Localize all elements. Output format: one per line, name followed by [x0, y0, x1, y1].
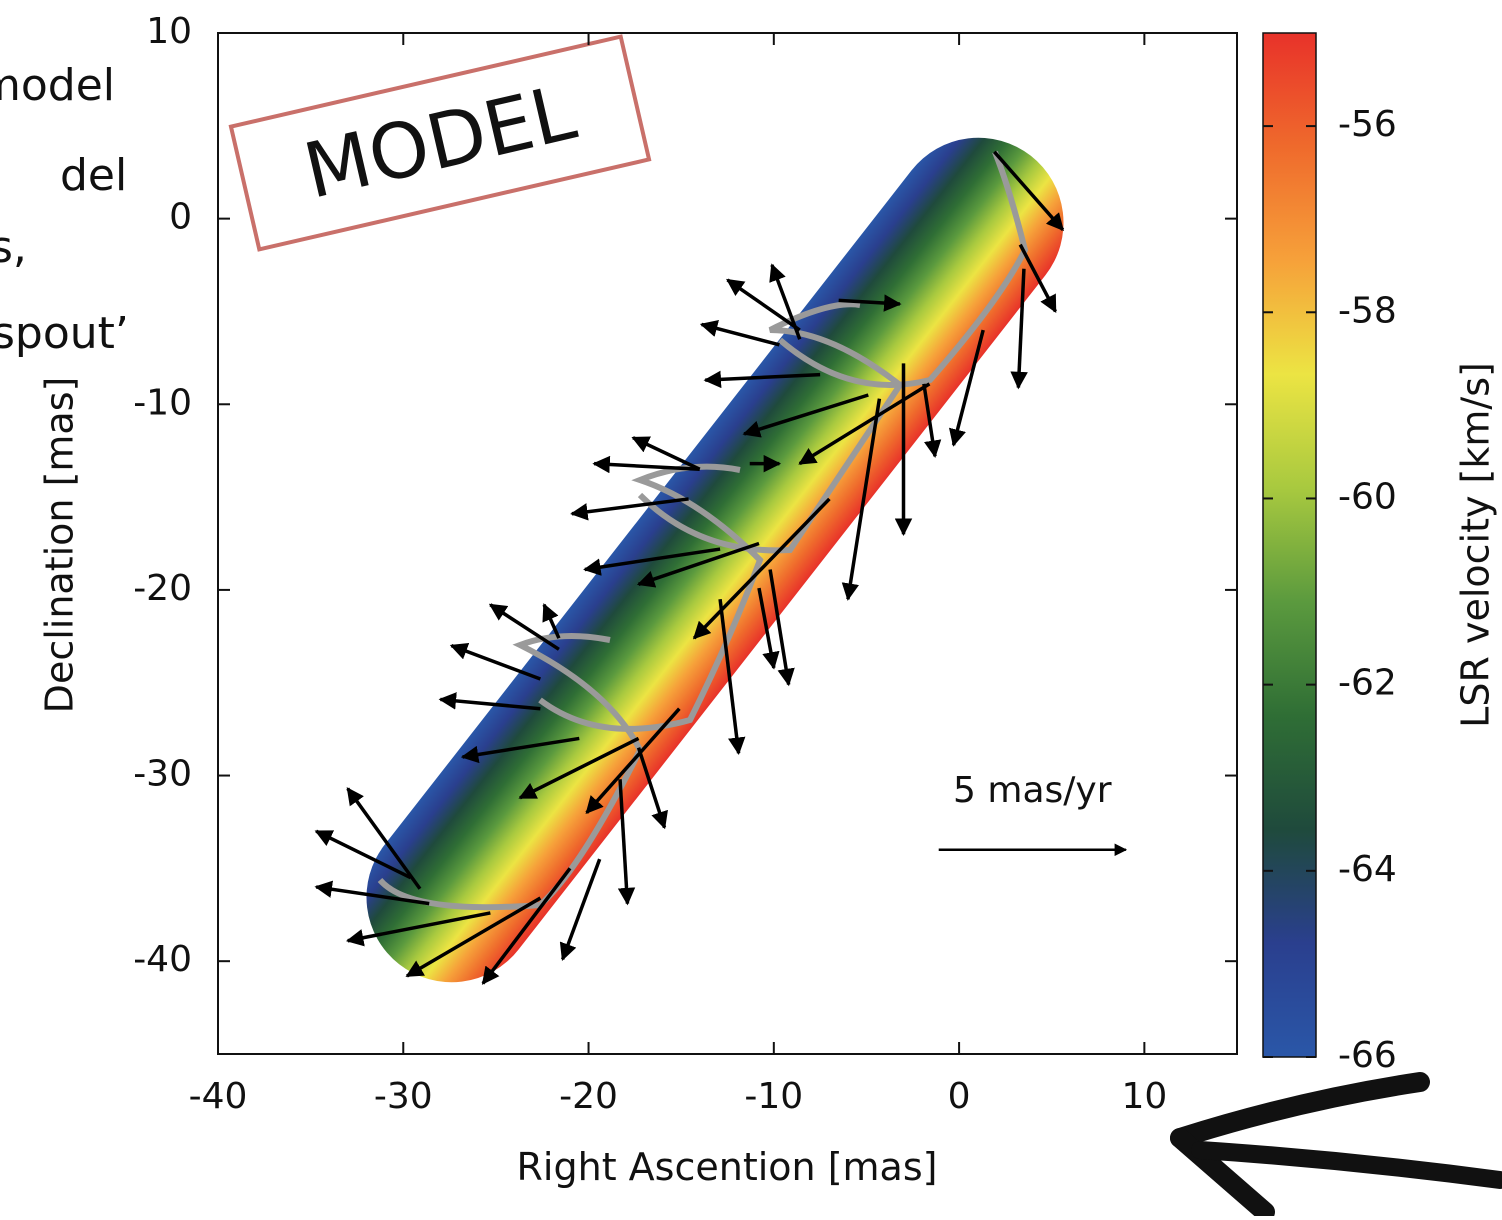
- plot-frame: [217, 32, 1238, 1055]
- colorbar-tick-label: -62: [1338, 663, 1397, 704]
- velocity-arrow: [726, 278, 801, 332]
- velocity-arrow: [1018, 243, 1057, 314]
- y-tick-label: -10: [133, 382, 192, 423]
- velocity-arrow: [617, 779, 636, 906]
- helix: [377, 150, 1029, 911]
- velocity-arrow: [841, 398, 882, 601]
- velocity-arrow: [314, 880, 430, 906]
- velocity-arrow: [518, 736, 640, 800]
- velocity-arrow: [592, 455, 700, 474]
- velocity-arrow: [798, 382, 931, 466]
- x-axis-label: Right Ascention [mas]: [517, 1145, 938, 1189]
- velocity-arrow: [542, 603, 561, 639]
- side-text: spout’: [0, 308, 129, 359]
- y-axis-label: Declination [mas]: [38, 377, 82, 714]
- key-label: 5 mas/yr: [953, 770, 1112, 811]
- y-tick-label: 10: [146, 11, 192, 52]
- velocity-arrow: [631, 436, 701, 471]
- hand-arrow: [1170, 1072, 1502, 1220]
- velocity-arrow: [703, 370, 821, 389]
- colorbar-tick-label: -58: [1338, 290, 1397, 331]
- velocity-arrow: [405, 896, 542, 978]
- velocity-arrow: [718, 598, 746, 756]
- velocity-arrow: [757, 587, 780, 670]
- velocity-arrow: [346, 787, 422, 890]
- velocity-arrow: [583, 547, 721, 576]
- x-tick-label: -20: [559, 1076, 618, 1117]
- colorbar-tick-label: -56: [1338, 104, 1397, 145]
- velocity-arrow: [636, 747, 668, 830]
- velocity-arrow: [345, 911, 491, 947]
- velocity-arrow: [992, 150, 1065, 232]
- colorbar: [1262, 32, 1317, 1058]
- velocity-arrow: [692, 497, 831, 640]
- x-tick-label: -10: [744, 1076, 803, 1117]
- velocity-arrow: [559, 858, 602, 961]
- side-text: del: [60, 150, 127, 201]
- velocity-arrow: [742, 393, 869, 438]
- colorbar-tick-label: -66: [1338, 1035, 1397, 1076]
- velocity-arrow: [314, 829, 412, 880]
- velocity-arrow: [449, 642, 541, 681]
- velocity-arrow: [948, 329, 985, 447]
- velocity-arrow: [768, 569, 795, 687]
- velocity-arrow: [460, 736, 580, 764]
- helix-path: [377, 633, 644, 911]
- velocity-arrow: [488, 603, 560, 651]
- colorbar-tick-label: -60: [1338, 476, 1397, 517]
- stamp-box: [228, 34, 652, 252]
- side-text: s,: [0, 222, 27, 273]
- x-tick-label: 10: [1121, 1076, 1167, 1117]
- velocity-arrow: [699, 319, 780, 347]
- stamp: MODEL: [228, 34, 652, 252]
- velocity-arrow: [585, 707, 681, 814]
- velocity-arrow: [570, 497, 689, 521]
- side-text: model: [0, 60, 115, 111]
- helix-path: [538, 463, 764, 732]
- colorbar-tick-label: -64: [1338, 849, 1397, 890]
- velocity-arrow: [922, 383, 942, 458]
- y-tick-label: 0: [169, 197, 192, 238]
- hand-arrow-stroke: [1170, 1072, 1430, 1148]
- x-tick-label: -30: [374, 1076, 433, 1117]
- y-tick-label: -20: [133, 568, 192, 609]
- helix-path: [637, 301, 905, 554]
- velocity-arrow: [838, 294, 902, 312]
- velocity-arrow: [481, 867, 572, 985]
- colorbar-label: LSR velocity [km/s]: [1454, 362, 1498, 728]
- velocity-arrow: [438, 692, 541, 711]
- x-tick-label: 0: [948, 1076, 971, 1117]
- y-tick-label: -40: [133, 939, 192, 980]
- y-tick-label: -30: [133, 754, 192, 795]
- velocity-arrow: [1010, 268, 1028, 390]
- x-tick-label: -40: [189, 1076, 248, 1117]
- hand-arrow-stroke: [1191, 1141, 1502, 1189]
- helix-path: [778, 150, 1029, 388]
- velocity-arrow: [636, 541, 760, 588]
